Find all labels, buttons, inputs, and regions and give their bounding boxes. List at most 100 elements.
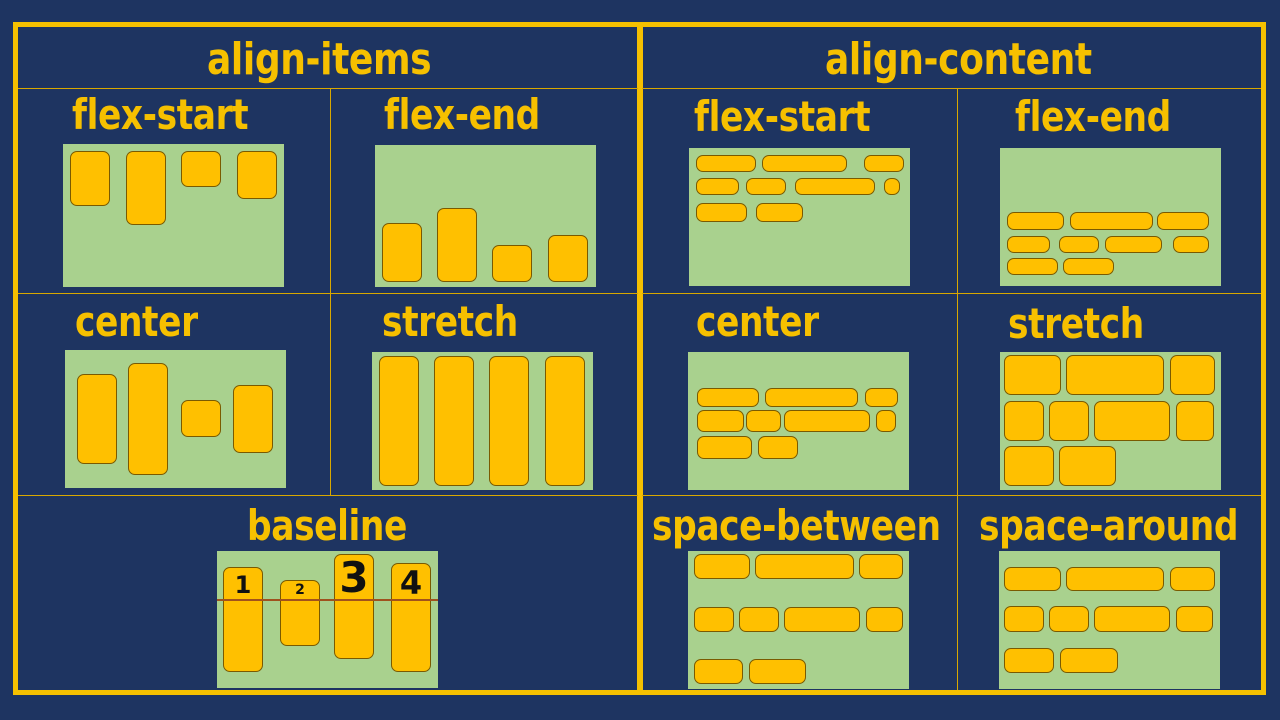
divider <box>18 293 638 294</box>
flex-item <box>181 151 221 187</box>
flex-item <box>696 203 747 222</box>
item-number: 4 <box>399 564 423 602</box>
divider <box>957 88 958 690</box>
align-content-space-between-container <box>688 551 909 689</box>
center-label: center <box>75 297 198 346</box>
flex-item <box>762 155 847 172</box>
flex-item <box>1063 258 1114 275</box>
flex-item <box>1157 212 1209 230</box>
flex-item <box>756 203 803 222</box>
flex-item <box>1170 567 1215 591</box>
space-around-label: space-around <box>979 501 1239 550</box>
align-content-space-around-container <box>999 551 1220 689</box>
flex-item <box>1004 401 1044 441</box>
flex-item <box>876 410 896 432</box>
flex-start-label: flex-start <box>694 92 871 141</box>
flex-item <box>1004 567 1061 591</box>
align-content-flex-end-container <box>1000 148 1221 286</box>
flex-item <box>1173 236 1209 253</box>
baseline-line <box>217 599 438 601</box>
flex-item <box>859 554 903 579</box>
flex-item <box>1176 606 1213 632</box>
flex-item <box>1004 648 1054 673</box>
align-content-stretch-container <box>1000 352 1221 490</box>
flex-item <box>697 410 744 432</box>
flex-item <box>1060 648 1118 673</box>
flex-item <box>697 436 752 459</box>
baseline-label: baseline <box>247 501 407 550</box>
flex-item <box>437 208 477 282</box>
flex-item <box>1105 236 1162 253</box>
flex-item <box>77 374 117 464</box>
flex-item <box>489 356 529 486</box>
flex-item <box>233 385 273 453</box>
flex-item <box>128 363 168 475</box>
flex-item <box>382 223 422 282</box>
flex-item <box>694 659 743 684</box>
align-items-stretch-container <box>372 352 593 490</box>
flex-item <box>1070 212 1153 230</box>
flex-item <box>1176 401 1214 441</box>
flex-item <box>784 607 860 632</box>
flex-end-label: flex-end <box>384 90 540 139</box>
flex-item <box>696 178 739 195</box>
flex-end-label: flex-end <box>1015 92 1171 141</box>
flex-item <box>1007 236 1050 253</box>
flex-start-label: flex-start <box>72 90 249 139</box>
flex-item <box>379 356 419 486</box>
flex-item <box>334 554 374 659</box>
space-between-label: space-between <box>652 501 941 550</box>
flex-item <box>1004 606 1044 632</box>
flex-item <box>784 410 870 432</box>
divider <box>642 495 1261 496</box>
flex-item <box>765 388 858 407</box>
flex-item <box>697 388 759 407</box>
flex-item <box>1094 606 1170 632</box>
flex-item <box>1007 212 1064 230</box>
flex-item <box>1059 236 1099 253</box>
item-number: 3 <box>339 553 369 602</box>
align-items-center-container <box>65 350 286 488</box>
flex-item <box>70 151 110 206</box>
flex-item <box>1059 446 1116 486</box>
flex-item <box>795 178 875 195</box>
flex-item <box>696 155 756 172</box>
align-content-center-container <box>688 352 909 490</box>
flex-item <box>749 659 806 684</box>
flex-item <box>280 580 320 646</box>
flex-item <box>1066 355 1164 395</box>
flex-item <box>1049 401 1089 441</box>
divider <box>18 495 638 496</box>
flex-item <box>739 607 779 632</box>
flex-item <box>434 356 474 486</box>
flex-item <box>181 400 221 437</box>
flex-item <box>755 554 854 579</box>
flex-item <box>548 235 588 282</box>
stretch-label: stretch <box>1008 299 1144 348</box>
divider <box>330 88 331 495</box>
flex-item <box>223 567 263 672</box>
align-content-heading: align-content <box>825 34 1092 85</box>
flex-item <box>865 388 898 407</box>
divider <box>642 293 1261 294</box>
align-items-flex-start-container <box>63 144 284 287</box>
align-content-frame <box>637 22 1266 695</box>
flex-item <box>866 607 903 632</box>
flex-item <box>864 155 904 172</box>
flex-item <box>237 151 277 199</box>
flex-item <box>1004 446 1054 486</box>
flex-item <box>1007 258 1058 275</box>
stretch-label: stretch <box>382 297 518 346</box>
align-items-heading: align-items <box>207 34 432 85</box>
flex-item <box>1094 401 1170 441</box>
flex-item <box>492 245 532 282</box>
divider <box>642 88 1261 89</box>
item-number: 1 <box>234 571 252 599</box>
center-label: center <box>696 297 819 346</box>
flex-item <box>1004 355 1061 395</box>
flex-item <box>746 178 786 195</box>
flex-item <box>126 151 166 225</box>
flex-item <box>694 554 750 579</box>
flex-item <box>694 607 734 632</box>
flex-item <box>758 436 798 459</box>
